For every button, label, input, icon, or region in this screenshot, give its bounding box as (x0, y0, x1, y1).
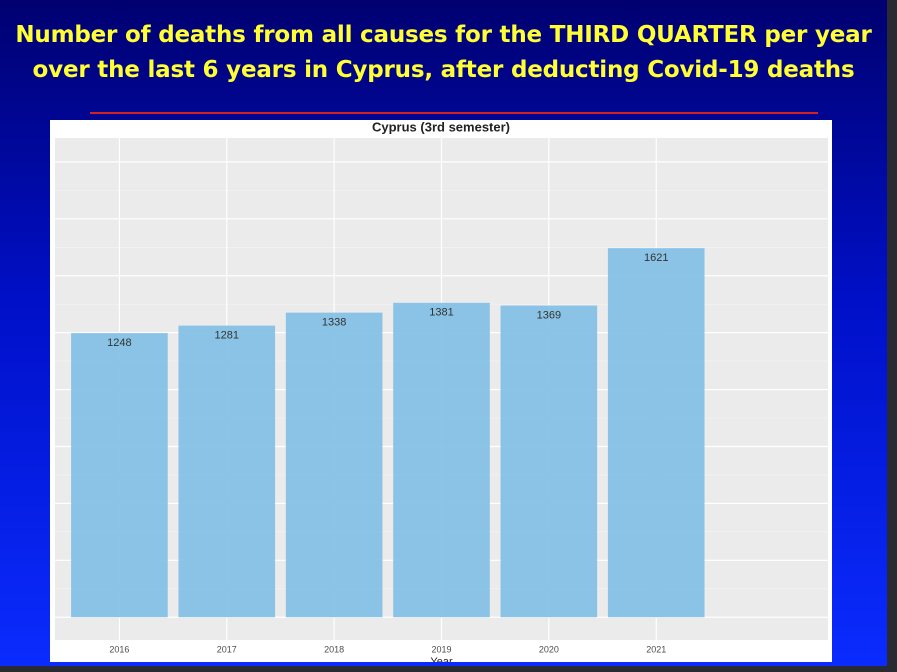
value-label: 1281 (215, 330, 239, 342)
bar (285, 312, 383, 618)
value-label: 1338 (322, 317, 346, 329)
bar (500, 305, 598, 618)
x-tick-label: 2020 (539, 644, 559, 654)
value-label: 1621 (644, 252, 668, 264)
x-tick-label: 2016 (109, 644, 129, 654)
bar (393, 302, 490, 618)
border (0, 666, 897, 672)
slide-title: Number of deaths from all causes for the… (15, 22, 872, 48)
divider (90, 112, 818, 114)
value-label: 1381 (429, 307, 453, 319)
x-axis-label: Year (430, 656, 453, 662)
chart: Cyprus (3rd semester) 1248 2016 1281 2017 13… (50, 120, 832, 662)
bar (71, 333, 168, 618)
value-label: 1369 (537, 309, 561, 321)
slide-title: over the last 6 years in Cyprus, after d… (32, 57, 855, 83)
border (887, 0, 897, 672)
bar (607, 248, 705, 618)
x-tick-label: 2018 (324, 644, 344, 654)
value-label: 1248 (107, 337, 131, 349)
chart-title: Cyprus (3rd semester) (372, 120, 510, 134)
x-tick-label: 2021 (646, 644, 666, 654)
bar (178, 325, 276, 618)
x-tick-label: 2019 (431, 644, 451, 654)
x-tick-label: 2017 (217, 644, 237, 654)
